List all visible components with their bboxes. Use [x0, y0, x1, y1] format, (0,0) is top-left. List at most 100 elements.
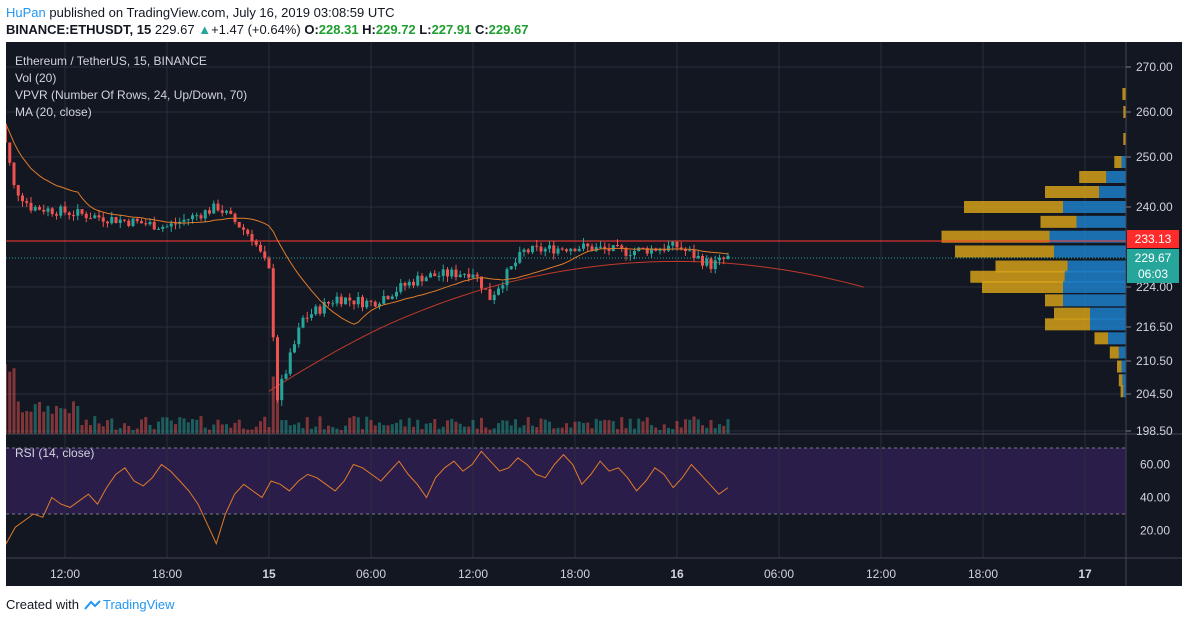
volume-bar — [395, 422, 398, 434]
price-axis[interactable]: 270.00 260.00 250.00 240.00 224.00 216.50 210.… — [1126, 60, 1173, 438]
candle-body — [208, 210, 211, 214]
vpvr-up-bar — [1090, 307, 1126, 320]
open-label: O: — [304, 22, 319, 37]
volume-bar — [237, 419, 241, 434]
candle-body — [361, 296, 364, 308]
volume-bar — [518, 427, 522, 434]
price-tick-label: 204.50 — [1136, 387, 1173, 401]
candle-body — [492, 294, 496, 301]
last-price-badge — [1127, 249, 1179, 283]
tradingview-logo[interactable]: TradingView — [83, 597, 175, 612]
vpvr-down-bar — [964, 201, 1063, 213]
volume-bar — [203, 427, 207, 434]
price-tick-label: 210.50 — [1136, 354, 1173, 368]
last-price-badge-label: 229.67 — [1135, 251, 1172, 265]
candle-body — [645, 247, 649, 254]
candle-body — [301, 317, 305, 328]
vpvr-up-bar — [1121, 156, 1126, 168]
candle-body — [497, 288, 500, 295]
time-tick-label: 18:00 — [968, 567, 998, 581]
volume-bar — [688, 419, 692, 434]
legend-volume: Vol (20) — [15, 71, 56, 85]
author-link[interactable]: HuPan — [6, 5, 46, 20]
candle-body — [365, 300, 369, 308]
candle-body — [509, 266, 513, 270]
volume-bar — [301, 428, 305, 434]
vpvr-profile — [941, 88, 1126, 398]
volume-bar — [50, 413, 54, 434]
price-tick-label: 270.00 — [1136, 60, 1173, 74]
price-tick-label: 224.00 — [1136, 280, 1173, 294]
legend-title: Ethereum / TetherUS, 15, BINANCE — [15, 54, 207, 68]
volume-bar — [161, 417, 165, 434]
vpvr-down-bar — [1123, 133, 1126, 145]
candle-body — [390, 296, 394, 300]
candle-body — [675, 241, 679, 248]
volume-bar — [412, 426, 415, 434]
volume-bar — [148, 424, 152, 434]
vpvr-down-bar — [1079, 171, 1107, 183]
candle-body — [590, 246, 594, 251]
time-axis[interactable]: 12:00 18:00 15 06:00 12:00 18:00 16 06:00 12:00 1… — [50, 567, 1092, 581]
candle-body — [463, 273, 466, 275]
vpvr-up-bar — [1122, 374, 1126, 387]
vpvr-down-bar — [1123, 106, 1126, 118]
created-with-label: Created with — [6, 597, 79, 612]
rsi-tick-label: 40.00 — [1140, 491, 1170, 505]
candle-body — [607, 248, 611, 251]
candle-body — [577, 248, 581, 252]
candle-body — [446, 269, 449, 277]
volume-bar — [271, 376, 275, 434]
time-tick-label: 17 — [1078, 567, 1092, 581]
volume-bar — [450, 418, 454, 434]
volume-bar — [552, 428, 556, 434]
candle-body — [454, 269, 458, 278]
chart-canvas[interactable]: 270.00 260.00 250.00 240.00 224.00 216.50 210.… — [6, 42, 1182, 586]
candle-body — [242, 227, 245, 230]
candle-body — [471, 274, 475, 278]
volume-bar — [263, 416, 267, 434]
candle-body — [293, 344, 296, 353]
candle-body — [488, 289, 492, 301]
volume-bar — [29, 411, 33, 434]
vpvr-up-bar — [1106, 171, 1126, 183]
level-badge-label: 233.13 — [1135, 232, 1172, 246]
volume-bar — [144, 416, 148, 434]
candle-body — [531, 245, 534, 253]
candle-body — [314, 306, 318, 315]
volume-bar — [480, 417, 483, 434]
volume-bar — [556, 427, 560, 434]
volume-bar — [492, 428, 496, 434]
vpvr-up-bar — [1123, 385, 1126, 398]
volume-bar — [433, 418, 437, 434]
long-moving-average-line — [268, 260, 865, 392]
candle-body — [705, 258, 709, 266]
close-label: C: — [474, 22, 489, 37]
last-price: 229.67 — [154, 22, 195, 37]
rsi-axis: 60.00 40.00 20.00 — [1140, 458, 1170, 538]
volume-bar — [692, 416, 696, 434]
time-tick-label: 06:00 — [764, 567, 794, 581]
footer: Created with TradingView — [6, 597, 175, 612]
candle-body — [331, 303, 335, 305]
volume-bar — [420, 429, 424, 434]
volume-bar — [356, 417, 360, 434]
volume-bar — [152, 429, 156, 434]
candle-body — [55, 214, 58, 216]
candle-body — [344, 297, 347, 305]
candle-body — [356, 296, 360, 305]
volume-bar — [284, 420, 288, 434]
volume-bar — [548, 421, 551, 434]
volume-bar — [679, 427, 683, 434]
volume-bar — [603, 419, 607, 434]
volume-bar — [667, 427, 670, 434]
candle-body — [433, 273, 437, 277]
volume-bar — [195, 419, 199, 434]
rsi-tick-label: 20.00 — [1140, 524, 1170, 538]
time-tick-label: 12:00 — [458, 567, 488, 581]
candle-body — [594, 247, 598, 251]
moving-average-line — [6, 123, 729, 325]
candle-body — [548, 245, 551, 249]
candle-body — [386, 296, 390, 300]
candle-body — [560, 248, 564, 250]
